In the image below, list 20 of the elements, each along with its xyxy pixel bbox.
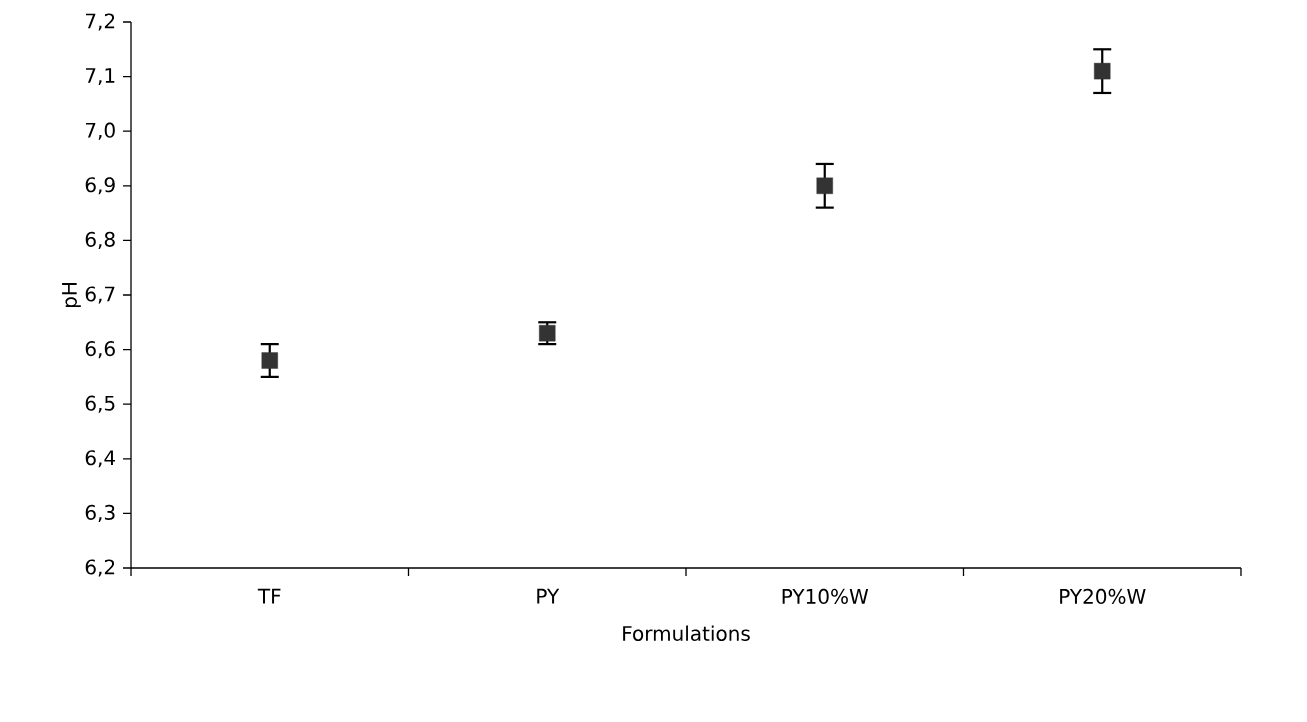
x-tick-label: TF: [257, 588, 281, 604]
y-axis-title: pH: [62, 283, 81, 308]
y-tick-label: 7,0: [85, 122, 115, 140]
y-tick-label: 6,7: [85, 286, 115, 304]
point: [1094, 62, 1111, 80]
x-tick-label: PY: [537, 588, 560, 604]
x-tick-label: PY10%W: [782, 588, 869, 604]
y-tick-label: 6,8: [85, 231, 115, 249]
y-tick-label: 6,6: [85, 341, 115, 359]
point: [816, 177, 833, 194]
y-tick-label: 7,2: [85, 13, 115, 31]
point: [261, 352, 278, 369]
y-tick-label: 7,1: [85, 68, 115, 86]
y-tick-label: 6,2: [85, 559, 115, 577]
x-axis-title: Formulations: [623, 625, 750, 641]
y-tick-label: 6,3: [85, 504, 115, 522]
y-tick-label: 6,5: [85, 395, 115, 413]
y-tick-label: 6,4: [85, 450, 116, 468]
x-tick-label: PY20%W: [1060, 588, 1146, 604]
y-tick-label: 6,9: [85, 177, 115, 195]
